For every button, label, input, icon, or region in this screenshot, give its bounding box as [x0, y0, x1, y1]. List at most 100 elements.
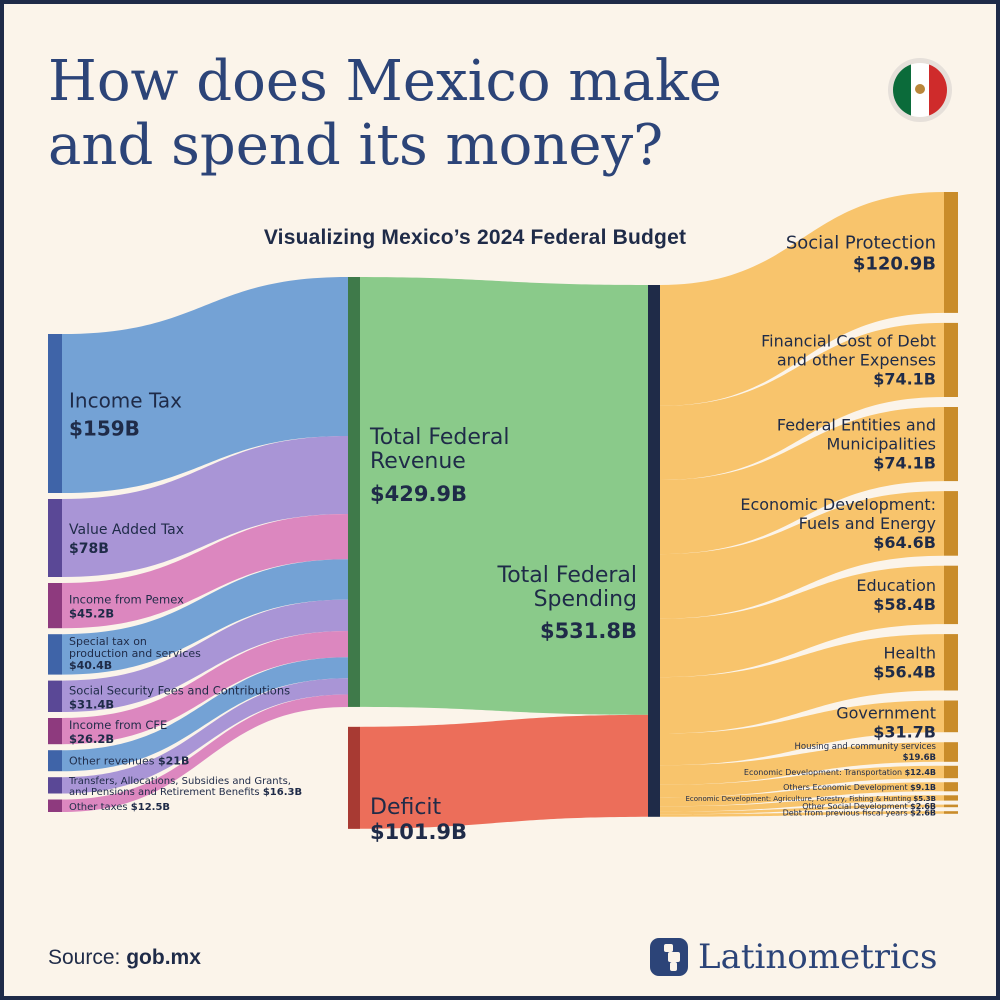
value-debt-from-previous-fiscal-years: $2.6B: [910, 809, 936, 818]
node-value-added-tax: [48, 499, 62, 577]
node-social-security-fees-and-contributions: [48, 680, 62, 712]
node-income-tax: [48, 334, 62, 493]
source-label: Source:: [48, 946, 121, 969]
value-economic-development-fuels-and-energy: $64.6B: [873, 533, 936, 552]
spending-label-line-2: Spending: [534, 587, 637, 612]
spending-label-line-1: Total Federal: [497, 563, 638, 588]
flow-revenue-to-spending: [348, 277, 648, 715]
value-housing-and-community-services: $19.6B: [903, 753, 936, 763]
flow-transfers-allocations-subsidies-and-grants-and-pensions-and-retirement-benefits: [62, 678, 348, 794]
node-federal-entities-and-municipalities: [944, 407, 958, 482]
flow-income-from-pemex: [62, 514, 348, 629]
node-transfers-allocations-subsidies-and-grants-and-pensions-and-retirement-benefits: [48, 777, 62, 794]
flow-income-tax: [62, 277, 348, 493]
label-federal-entities-and-municipalities-line-1: Federal Entities and: [777, 416, 936, 435]
node-other-social-development: [944, 804, 958, 808]
label-education: Education: [856, 576, 936, 595]
node-social-protection: [944, 192, 958, 313]
source-note: Source: gob.mx: [48, 946, 201, 970]
value-income-from-cfe: $26.2B: [69, 732, 114, 746]
node-others-economic-development: [944, 782, 958, 792]
label-other-social-development: Other Social Development $2.6B: [802, 802, 936, 811]
label-government: Government: [836, 704, 936, 723]
node-housing-and-community-services: [944, 742, 958, 762]
page-title: How does Mexico make and spend its money…: [48, 50, 722, 178]
value-special-tax-on-production-and-services: $40.4B: [69, 659, 112, 672]
flow-education: [660, 565, 944, 678]
label-other-revenues: Other revenues $21B: [69, 755, 189, 768]
value-economic-development-transportation: $12.4B: [905, 768, 936, 777]
node-financial-cost-of-debt-and-other-expenses: [944, 322, 958, 397]
latin-america-map-icon: [650, 938, 688, 976]
label-economic-development-fuels-and-energy-line-2: Fuels and Energy: [799, 514, 936, 533]
labels-layer: Income Tax $159B Value Added Tax $78B Income…: [68, 232, 937, 844]
node-income-from-pemex: [48, 583, 62, 629]
value-government: $31.7B: [873, 723, 936, 742]
node-income-from-cfe: [48, 718, 62, 745]
node-debt-from-previous-fiscal-years: [944, 811, 958, 814]
title-line-2: and spend its money?: [48, 113, 664, 178]
value-economic-development-agriculture-forestry-fishing-hunting: $5.3B: [913, 795, 936, 803]
flow-health: [660, 634, 944, 734]
label-value-added-tax: Value Added Tax: [69, 522, 184, 538]
value-others-economic-development: $9.1B: [910, 783, 936, 792]
label-special-tax-on-production-and-services-line-1: Special tax on: [69, 635, 147, 648]
label-health: Health: [883, 643, 936, 662]
label-income-from-cfe: Income from CFE: [69, 718, 167, 732]
value-financial-cost-of-debt-and-other-expenses: $74.1B: [873, 369, 936, 388]
value-transfers-allocations-subsidies-and-grants-and-pensions-and-retirement-benefits: $16.3B: [263, 787, 302, 798]
value-other-taxes: $12.5B: [131, 802, 170, 813]
value-income-tax: $159B: [69, 417, 140, 441]
flow-economic-development-transportation: [660, 765, 944, 798]
node-deficit: [348, 726, 360, 829]
flows-layer: [62, 192, 944, 829]
value-social-protection: $120.9B: [853, 253, 936, 274]
value-income-from-pemex: $45.2B: [69, 607, 114, 621]
brand-name: Latinometrics: [698, 937, 938, 977]
node-economic-development-fuels-and-energy: [944, 491, 958, 556]
node-economic-development-agriculture-forestry-fishing-hunting: [944, 795, 958, 801]
label-income-from-pemex: Income from Pemex: [69, 593, 184, 607]
label-social-protection: Social Protection: [786, 232, 936, 253]
node-health: [944, 634, 958, 691]
spending-value: $531.8B: [540, 619, 637, 643]
flow-debt-from-previous-fiscal-years: [660, 811, 944, 817]
flow-value-added-tax: [62, 436, 348, 577]
label-transfers-allocations-subsidies-and-grants-and-pensions-and-retirement-benefits-line-2: and Pensions and Retirement Benefits $16…: [69, 787, 302, 798]
flow-social-security-fees-and-contributions: [62, 599, 348, 712]
node-education: [944, 565, 958, 625]
label-special-tax-on-production-and-services-line-2: production and services: [69, 647, 201, 660]
revenue-label-line-1: Total Federal: [369, 425, 510, 450]
revenue-value: $429.9B: [370, 482, 467, 506]
flow-other-revenues: [62, 657, 348, 772]
label-economic-development-transportation: Economic Development: Transportation $12…: [744, 768, 936, 777]
value-federal-entities-and-municipalities: $74.1B: [873, 454, 936, 473]
node-other-revenues: [48, 750, 62, 772]
label-financial-cost-of-debt-and-other-expenses-line-2: and other Expenses: [777, 350, 936, 369]
chart-subtitle: Visualizing Mexico’s 2024 Federal Budget: [263, 226, 687, 249]
flow-economic-development-agriculture-forestry-fishing-hunting: [660, 795, 944, 812]
label-income-tax: Income Tax: [69, 389, 182, 413]
mexico-flag-icon: [888, 58, 952, 122]
flow-housing-and-community-services: [660, 742, 944, 785]
flow-government: [660, 700, 944, 766]
label-economic-development-agriculture-forestry-fishing-hunting: Economic Development: Agriculture, Fores…: [685, 795, 936, 803]
node-total-federal-spending: [648, 285, 660, 817]
flow-deficit-to-spending: [348, 714, 648, 829]
nodes-layer: [48, 192, 958, 829]
label-financial-cost-of-debt-and-other-expenses-line-1: Financial Cost of Debt: [761, 331, 936, 350]
revenue-label-line-2: Revenue: [370, 449, 466, 474]
label-federal-entities-and-municipalities-line-2: Municipalities: [826, 435, 936, 454]
flow-special-tax-on-production-and-services: [62, 559, 348, 675]
deficit-value: $101.9B: [370, 820, 467, 844]
flow-financial-cost-of-debt-and-other-expenses: [660, 322, 944, 480]
label-transfers-allocations-subsidies-and-grants-and-pensions-and-retirement-benefits-line-1: Transfers, Allocations, Subsidies and Gr…: [68, 776, 291, 787]
label-others-economic-development: Others Economic Development $9.1B: [783, 783, 936, 792]
value-education: $58.4B: [873, 595, 936, 614]
node-total-federal-revenue: [348, 277, 360, 707]
value-health: $56.4B: [873, 662, 936, 681]
flow-others-economic-development: [660, 782, 944, 807]
deficit-label: Deficit: [370, 795, 442, 820]
flow-social-protection: [660, 192, 944, 406]
